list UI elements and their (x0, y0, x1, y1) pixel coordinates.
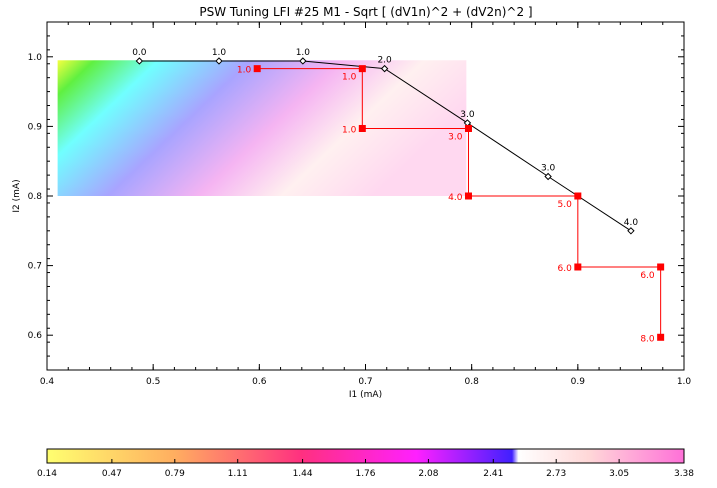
square-point (358, 65, 366, 73)
point-label: 3.0 (541, 164, 556, 174)
x-tick-label: 0.9 (571, 377, 586, 387)
y-tick-label: 1.0 (28, 53, 43, 63)
colorbar-tick-label: 3.05 (609, 469, 629, 479)
x-axis: 0.4 0.5 0.6 0.7 0.8 0.9 1.0 (40, 22, 692, 387)
colorbar-tick-label: 3.38 (674, 469, 694, 479)
colorbar-tick-label: 0.47 (102, 469, 122, 479)
y-tick-label: 0.8 (28, 192, 43, 202)
point-label: 3.0 (448, 132, 463, 142)
point-label: 4.0 (624, 218, 639, 228)
square-point (574, 192, 582, 200)
point-label: 1.0 (342, 73, 357, 83)
series-layer: 0.0 1.0 1.0 2.0 3.0 3.0 4.0 1.0 1.0 1.0 3.0 4.0 5.0 6… (132, 48, 665, 344)
diamond-point (544, 172, 552, 181)
point-label: 0.0 (132, 48, 147, 58)
diamond-point (627, 227, 635, 235)
point-label: 6.0 (558, 264, 573, 274)
point-label: 1.0 (212, 48, 227, 58)
square-point (657, 333, 665, 341)
x-tick-label: 0.4 (40, 377, 55, 387)
x-tick-label: 0.8 (465, 377, 480, 387)
point-label: 6.0 (640, 271, 655, 281)
point-label: 5.0 (558, 200, 573, 210)
point-label: 8.0 (640, 334, 655, 344)
y-axis-label: I2 (mA) (12, 179, 22, 212)
x-axis-label: I1 (mA) (349, 390, 382, 400)
square-point (253, 65, 261, 73)
y-tick-label: 0.6 (28, 331, 43, 341)
colorbar-tick-label: 1.76 (355, 469, 375, 479)
diamond-point (380, 64, 389, 73)
colorbar-tick-label: 0.14 (37, 469, 57, 479)
x-tick-label: 0.5 (146, 377, 160, 387)
point-label: 1.0 (296, 48, 311, 58)
point-label: 1.0 (237, 66, 252, 76)
x-tick-label: 1.0 (677, 377, 692, 387)
point-label: 4.0 (448, 193, 463, 203)
colorbar-tick-label: 1.11 (228, 469, 248, 479)
square-point (657, 263, 665, 271)
y-tick-label: 0.9 (28, 122, 43, 132)
colorbar-tick-label: 2.73 (546, 469, 566, 479)
colorbar-tick-label: 1.44 (293, 469, 313, 479)
x-tick-label: 0.7 (358, 377, 372, 387)
x-tick-label: 0.6 (252, 377, 267, 387)
point-label: 3.0 (460, 110, 475, 120)
diamond-point (215, 57, 223, 65)
colorbar-tick-label: 2.41 (483, 469, 503, 479)
diamond-point (299, 57, 307, 65)
square-point (358, 124, 366, 132)
square-point (574, 263, 582, 271)
chart-title: PSW Tuning LFI #25 M1 - Sqrt [ (dV1n)^2 … (199, 5, 532, 19)
colorbar-axis: 0.14 0.47 0.79 1.11 1.44 1.76 2.08 2.41 2.73 3.05… (37, 459, 694, 479)
square-point (464, 124, 472, 132)
colorbar-tick-label: 0.79 (165, 469, 185, 479)
point-label: 2.0 (377, 56, 392, 66)
diamond-point (135, 57, 144, 65)
colorbar-tick-label: 2.08 (418, 469, 438, 479)
y-tick-label: 0.7 (28, 262, 42, 272)
point-label: 1.0 (342, 125, 357, 135)
y-axis: 0.6 0.7 0.8 0.9 1.0 (28, 21, 684, 371)
square-point (464, 192, 472, 200)
